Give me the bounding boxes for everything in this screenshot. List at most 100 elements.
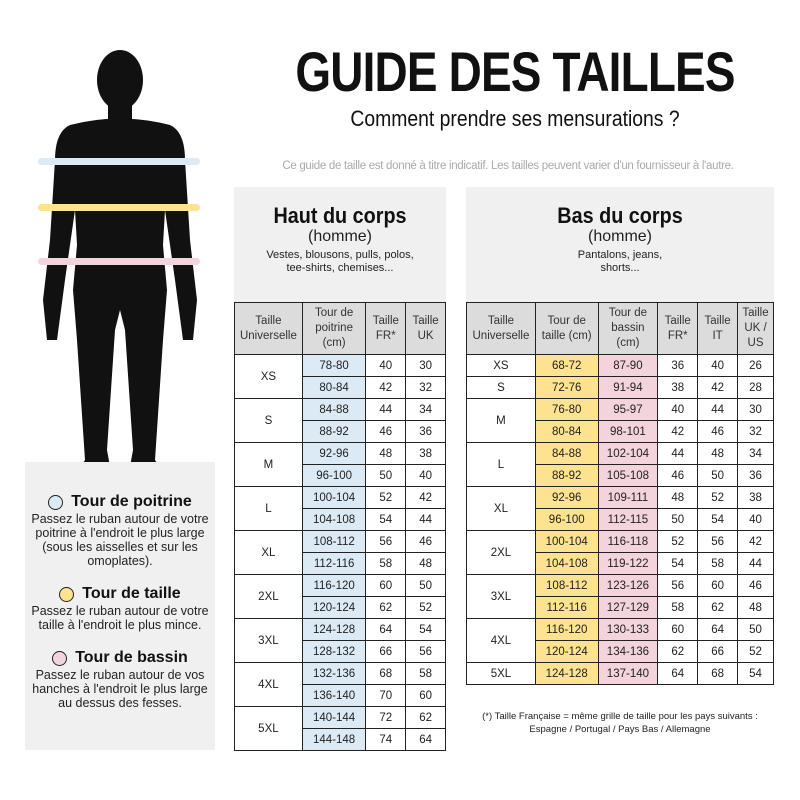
table-row: 2XL 100-104 116-118 52 56 42 — [466, 530, 774, 575]
chest-line — [38, 158, 200, 165]
table-row: 120-124 62 52 — [235, 596, 446, 619]
page-title: GUIDE DES TAILLES — [295, 40, 735, 103]
size-cell: XL — [234, 530, 303, 575]
value-cell: 36 — [737, 464, 774, 487]
table-row: 5XL 140-144 72 62 — [234, 706, 446, 751]
value-cell: 28 — [737, 376, 774, 399]
value-cell: 26 — [737, 354, 774, 377]
value-cell: 48 — [657, 486, 699, 509]
size-cell: 3XL — [466, 574, 536, 619]
value-cell: 34 — [405, 398, 446, 421]
table-row: 112-116 127-129 58 62 48 — [467, 596, 774, 619]
column-header: Taille IT — [697, 302, 739, 355]
value-cell: 96-100 — [534, 508, 599, 531]
legend-text-chest: Passez le ruban autour de votre poitrine… — [31, 512, 209, 568]
value-cell: 62 — [697, 596, 739, 619]
value-cell: 56 — [697, 530, 739, 553]
value-cell: 96-100 — [301, 464, 367, 487]
value-cell: 44 — [365, 398, 407, 421]
value-cell: 58 — [697, 552, 739, 575]
bottom-panel: Bas du corps (homme) Pantalons, jeans, s… — [466, 187, 774, 302]
value-cell: 88-92 — [534, 464, 599, 487]
value-cell: 116-120 — [301, 574, 367, 597]
column-header: Taille Universelle — [234, 302, 303, 355]
value-cell: 64 — [697, 618, 739, 641]
value-cell: 84-88 — [534, 442, 599, 465]
value-cell: 116-118 — [597, 530, 659, 553]
legend-text-hips: Passez le ruban autour de vos hanches à … — [32, 668, 208, 710]
table-row: 2XL 116-120 60 50 — [234, 574, 446, 619]
size-cell: 4XL — [466, 618, 536, 663]
value-cell: 102-104 — [597, 442, 659, 465]
value-cell: 50 — [657, 508, 699, 531]
value-cell: 74 — [365, 728, 407, 751]
size-cell: 5XL — [234, 706, 303, 751]
value-cell: 108-112 — [301, 530, 367, 553]
waist-line — [38, 204, 200, 211]
waist-circle-icon — [59, 586, 75, 602]
table-row: 4XL 132-136 68 58 — [234, 662, 446, 707]
value-cell: 50 — [737, 618, 774, 641]
value-cell: 42 — [697, 376, 739, 399]
value-cell: 44 — [697, 398, 739, 421]
value-cell: 60 — [657, 618, 699, 641]
table-row: 112-116 58 48 — [235, 552, 446, 575]
value-cell: 44 — [405, 508, 446, 531]
value-cell: 128-132 — [301, 640, 367, 663]
table-row: 5XL 124-128 137-140 64 68 54 — [466, 662, 774, 685]
value-cell: 104-108 — [534, 552, 599, 575]
value-cell: 70 — [365, 684, 407, 707]
legend-title-hips: Tour de bassin — [75, 649, 188, 666]
value-cell: 58 — [657, 596, 699, 619]
value-cell: 42 — [365, 376, 407, 399]
value-cell: 42 — [405, 486, 446, 509]
top-desc: Vestes, blousons, pulls, polos, tee-shir… — [266, 249, 414, 274]
value-cell: 92-96 — [534, 486, 599, 509]
value-cell: 36 — [405, 420, 446, 443]
value-cell: 109-111 — [597, 486, 659, 509]
value-cell: 130-133 — [597, 618, 659, 641]
value-cell: 48 — [365, 442, 407, 465]
size-cell: M — [466, 398, 536, 443]
value-cell: 42 — [737, 530, 774, 553]
value-cell: 124-128 — [301, 618, 367, 641]
table-row: 120-124 134-136 62 66 52 — [467, 640, 774, 663]
value-cell: 100-104 — [301, 486, 367, 509]
bottom-desc: Pantalons, jeans, shorts... — [577, 249, 663, 274]
value-cell: 40 — [697, 354, 739, 377]
table-row: XS 68-72 87-90 36 40 26 — [466, 354, 774, 377]
table-row: S 84-88 44 34 — [234, 398, 446, 443]
value-cell: 60 — [697, 574, 739, 597]
value-cell: 44 — [737, 552, 774, 575]
value-cell: 32 — [737, 420, 774, 443]
column-header: Taille FR* — [365, 302, 407, 355]
value-cell: 76-80 — [534, 398, 599, 421]
value-cell: 123-126 — [597, 574, 659, 597]
value-cell: 112-116 — [534, 596, 599, 619]
column-header: Taille Universelle — [466, 302, 536, 355]
column-header: Tour de bassin (cm) — [597, 302, 659, 355]
value-cell: 40 — [657, 398, 699, 421]
size-cell: 3XL — [234, 618, 303, 663]
table-row: 4XL 116-120 130-133 60 64 50 — [466, 618, 774, 663]
column-header: Taille UK / US — [737, 302, 774, 355]
value-cell: 50 — [405, 574, 446, 597]
bottom-heading: Bas du corps — [557, 203, 683, 228]
value-cell: 58 — [365, 552, 407, 575]
value-cell: 48 — [737, 596, 774, 619]
value-cell: 64 — [657, 662, 699, 685]
value-cell: 48 — [697, 442, 739, 465]
value-cell: 40 — [365, 354, 407, 377]
column-header: Tour de poitrine (cm) — [301, 302, 367, 355]
measurement-legend: Tour de poitrine Passez le ruban autour … — [25, 462, 215, 750]
value-cell: 87-90 — [597, 354, 659, 377]
value-cell: 108-112 — [534, 574, 599, 597]
value-cell: 58 — [405, 662, 446, 685]
value-cell: 62 — [365, 596, 407, 619]
value-cell: 56 — [365, 530, 407, 553]
table-row: M 76-80 95-97 40 44 30 — [466, 398, 774, 443]
table-row: XL 92-96 109-111 48 52 38 — [466, 486, 774, 531]
size-cell: S — [466, 376, 536, 399]
legend-title-waist: Tour de taille — [82, 585, 181, 602]
top-size-table: Taille Universelle Tour de poitrine (cm) T… — [234, 302, 446, 751]
